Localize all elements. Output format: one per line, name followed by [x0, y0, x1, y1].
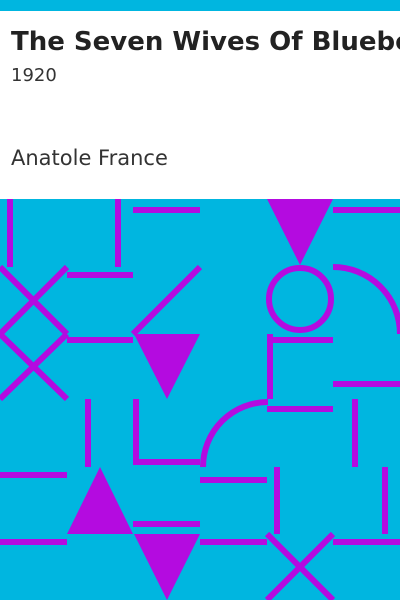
cross-line — [264, 531, 336, 600]
corner-bracket — [133, 399, 200, 465]
circle — [266, 265, 334, 333]
cross-line — [0, 331, 70, 402]
triangle-down — [267, 199, 333, 265]
top-color-band — [0, 0, 400, 11]
cross-line — [0, 264, 70, 337]
triangle-down — [134, 534, 200, 600]
pattern-shapes — [0, 199, 400, 600]
triangle-up — [67, 467, 133, 534]
title-area: The Seven Wives Of Bluebeard 1920 Anatol… — [0, 11, 400, 199]
quarter-arc — [332, 264, 400, 335]
book-title: The Seven Wives Of Bluebeard — [11, 27, 400, 57]
triangle-down — [134, 334, 200, 399]
publication-year: 1920 — [11, 65, 57, 86]
quarter-arc — [200, 399, 269, 468]
book-author: Anatole France — [11, 146, 168, 170]
pattern-triangles — [67, 199, 333, 600]
diagonal-line — [130, 264, 203, 337]
cover-pattern — [0, 199, 400, 600]
